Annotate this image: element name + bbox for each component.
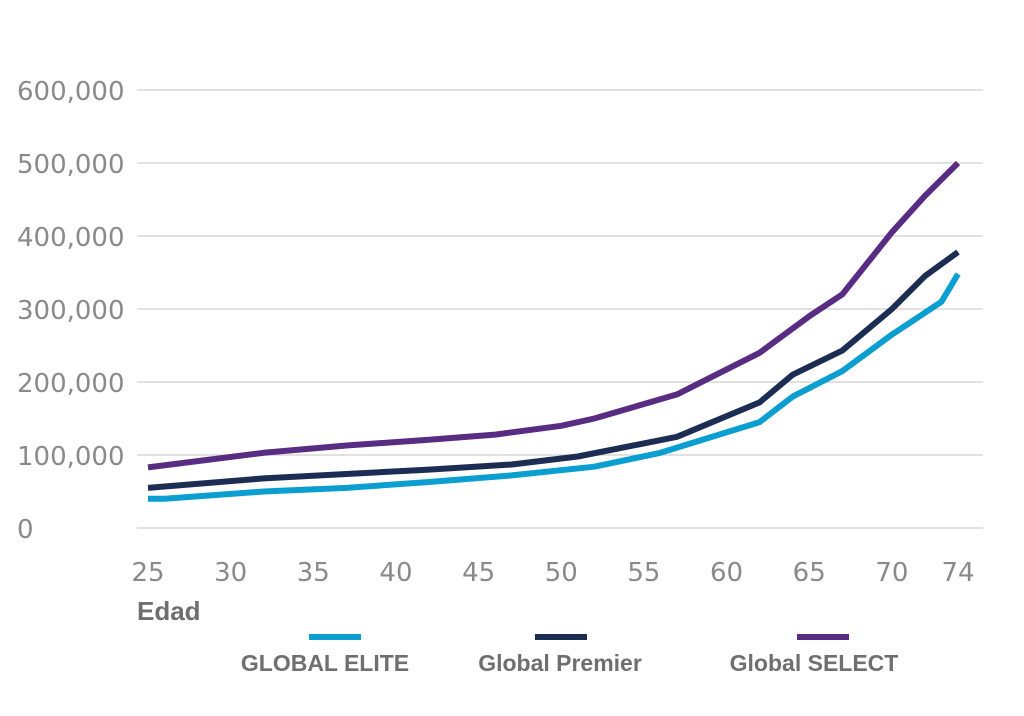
x-tick-label: 25 — [131, 558, 164, 588]
y-tick-label: 600,000 — [17, 77, 125, 107]
legend-label: Global Premier — [478, 650, 642, 676]
x-axis-title: Edad — [137, 596, 201, 626]
y-tick-label: 100,000 — [17, 442, 125, 472]
x-tick-label: 30 — [214, 558, 247, 588]
series-line-global-select — [147, 160, 961, 471]
legend-swatch — [309, 634, 361, 640]
x-tick-label: 74 — [941, 558, 974, 588]
y-tick-label: 200,000 — [17, 369, 125, 399]
series-line-global-elite — [148, 272, 961, 502]
gridlines — [137, 89, 983, 529]
x-tick-label: 45 — [462, 558, 495, 588]
x-tick-label: 60 — [710, 558, 743, 588]
y-tick-label: 400,000 — [17, 223, 125, 253]
x-tick-label: 50 — [545, 558, 578, 588]
x-tick-label: 35 — [297, 558, 330, 588]
x-tick-label: 65 — [793, 558, 826, 588]
series-lines — [147, 160, 961, 502]
legend: GLOBAL ELITE Global Premier Global SELECT — [241, 634, 898, 676]
legend-swatch — [797, 634, 849, 640]
x-tick-label: 55 — [627, 558, 660, 588]
y-tick-label: 0 — [17, 515, 34, 545]
legend-swatch — [535, 634, 587, 640]
legend-label: Global SELECT — [730, 650, 899, 676]
legend-label: GLOBAL ELITE — [241, 650, 409, 676]
y-axis-tick-labels: 0 100,000 200,000 300,000 400,000 500,000 600,… — [17, 77, 125, 545]
y-tick-label: 300,000 — [17, 296, 125, 326]
x-tick-label: 40 — [379, 558, 412, 588]
x-tick-label: 70 — [875, 558, 908, 588]
y-tick-label: 500,000 — [17, 150, 125, 180]
x-axis-tick-labels: 25 30 35 40 45 50 55 60 65 70 74 — [131, 558, 974, 588]
series-line-global-premier — [147, 249, 960, 491]
